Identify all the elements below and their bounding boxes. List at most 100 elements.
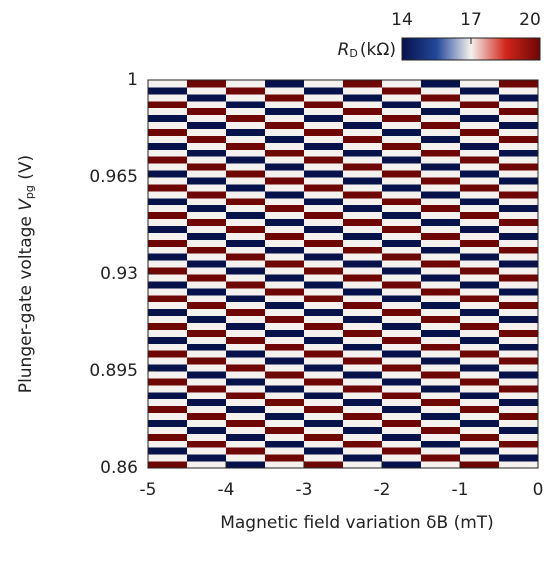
heatmap-cell bbox=[382, 336, 422, 344]
heatmap-cell bbox=[226, 419, 266, 427]
heatmap-cell bbox=[460, 211, 500, 220]
heatmap-cell bbox=[148, 405, 188, 414]
heatmap-cell bbox=[421, 350, 461, 358]
heatmap-cell bbox=[382, 315, 422, 323]
heatmap-cell bbox=[499, 107, 539, 116]
heatmap-cell bbox=[226, 412, 266, 420]
y-label-symbol: V bbox=[16, 198, 36, 211]
heatmap-cell bbox=[343, 114, 383, 123]
heatmap-cell bbox=[499, 100, 539, 109]
heatmap-cell bbox=[382, 190, 422, 199]
heatmap-cell bbox=[343, 232, 383, 240]
heatmap-cell bbox=[226, 114, 266, 123]
y-tick-label: 0.86 bbox=[100, 458, 138, 478]
colorbar-label: RD (kΩ) bbox=[338, 40, 396, 60]
heatmap-cell bbox=[148, 419, 188, 427]
heatmap-cell bbox=[343, 433, 383, 441]
heatmap-cell bbox=[265, 177, 305, 185]
heatmap-cell bbox=[421, 371, 461, 379]
heatmap-cell bbox=[265, 100, 305, 109]
heatmap-cell bbox=[382, 433, 422, 441]
heatmap-cell bbox=[343, 142, 383, 150]
heatmap-cell bbox=[148, 156, 188, 164]
heatmap-cell bbox=[499, 377, 539, 386]
heatmap-cell bbox=[265, 364, 305, 372]
heatmap-cell bbox=[421, 114, 461, 123]
heatmap-cell bbox=[460, 156, 500, 164]
heatmap-cell bbox=[499, 135, 539, 143]
heatmap-cell bbox=[382, 246, 422, 254]
heatmap-cell bbox=[304, 260, 344, 268]
heatmap-cell bbox=[343, 86, 383, 95]
heatmap-cell bbox=[148, 440, 188, 448]
heatmap-cell bbox=[421, 128, 461, 136]
heatmap-cell bbox=[304, 384, 344, 393]
heatmap-cell bbox=[304, 440, 344, 448]
heatmap-cell bbox=[187, 114, 227, 123]
heatmap-cell bbox=[226, 371, 266, 379]
heatmap-cell bbox=[187, 170, 227, 178]
heatmap-cell bbox=[343, 412, 383, 420]
heatmap-cell bbox=[304, 398, 344, 407]
heatmap-cell bbox=[343, 364, 383, 372]
heatmap-cell bbox=[265, 405, 305, 414]
heatmap-cell bbox=[148, 301, 188, 310]
heatmap-cell bbox=[382, 391, 422, 400]
heatmap-cell bbox=[226, 232, 266, 240]
heatmap-cell bbox=[343, 371, 383, 379]
heatmap-cell bbox=[460, 322, 500, 330]
y-axis-label: Plunger-gate voltage Vpg (V) bbox=[16, 155, 36, 393]
heatmap-cell bbox=[460, 336, 500, 344]
heatmap-cell bbox=[499, 371, 539, 379]
heatmap-cell bbox=[265, 343, 305, 351]
heatmap-cell bbox=[148, 128, 188, 136]
heatmap-cell bbox=[187, 280, 227, 289]
heatmap-cell bbox=[226, 350, 266, 358]
y-label-subscript: pg bbox=[23, 185, 36, 199]
heatmap-cell bbox=[187, 461, 227, 469]
heatmap-cell bbox=[148, 377, 188, 386]
heatmap-cell bbox=[460, 177, 500, 185]
heatmap-cell bbox=[148, 461, 188, 469]
heatmap-cell bbox=[499, 260, 539, 268]
heatmap-cell bbox=[499, 197, 539, 206]
heatmap-cell bbox=[187, 287, 227, 296]
heatmap-cell bbox=[343, 461, 383, 469]
heatmap-cell bbox=[343, 336, 383, 344]
heatmap-cell bbox=[343, 419, 383, 427]
heatmap-cell bbox=[382, 440, 422, 448]
heatmap-cell bbox=[382, 294, 422, 303]
heatmap-cell bbox=[499, 440, 539, 448]
heatmap-cell bbox=[187, 426, 227, 434]
heatmap-cell bbox=[499, 315, 539, 323]
heatmap-cell bbox=[499, 204, 539, 213]
heatmap-cell bbox=[460, 135, 500, 143]
heatmap-cell bbox=[343, 391, 383, 400]
heatmap-cell bbox=[265, 384, 305, 393]
heatmap-cell bbox=[187, 433, 227, 441]
y-tick-label: 0.93 bbox=[100, 264, 138, 284]
heatmap-cell bbox=[187, 454, 227, 462]
heatmap-cell bbox=[460, 419, 500, 427]
heatmap-cell bbox=[265, 170, 305, 178]
heatmap-cell bbox=[187, 239, 227, 247]
heatmap-cell bbox=[304, 267, 344, 275]
heatmap-cell bbox=[382, 287, 422, 296]
heatmap-cell bbox=[187, 121, 227, 129]
heatmap-cell bbox=[499, 128, 539, 136]
heatmap-cell bbox=[148, 426, 188, 434]
heatmap-cell bbox=[265, 86, 305, 95]
heatmap-cell bbox=[187, 447, 227, 455]
heatmap-cell bbox=[499, 329, 539, 337]
heatmap-cell bbox=[382, 371, 422, 379]
heatmap-cell bbox=[421, 239, 461, 247]
heatmap-cell bbox=[421, 336, 461, 344]
heatmap-cell bbox=[304, 93, 344, 102]
heatmap-cell bbox=[226, 246, 266, 254]
heatmap-cell bbox=[343, 218, 383, 226]
x-axis-label: Magnetic field variation δB (mT) bbox=[220, 513, 494, 533]
heatmap-cell bbox=[265, 329, 305, 337]
heatmap-cell bbox=[304, 246, 344, 254]
heatmap-cell bbox=[304, 294, 344, 303]
heatmap-cell bbox=[343, 308, 383, 317]
